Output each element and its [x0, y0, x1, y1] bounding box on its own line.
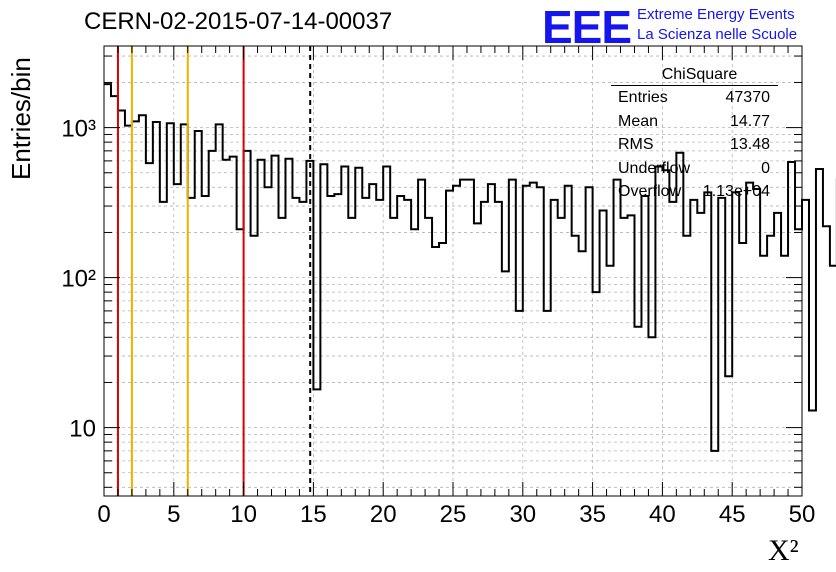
y-tick-label: 10²: [61, 266, 96, 293]
stats-divider: [611, 85, 778, 86]
logo-line-2: La Scienza nelle Scuole: [637, 26, 798, 43]
x-tick-label: 25: [440, 501, 467, 528]
logo-line-1: Extreme Energy Events: [637, 6, 795, 23]
x-axis-label: X²: [768, 534, 799, 567]
x-tick-label: 40: [649, 501, 676, 528]
stats-label: Overflow: [618, 183, 682, 200]
histogram-series: [104, 83, 836, 452]
stats-value: 47370: [725, 89, 771, 106]
y-axis-label: Entries/bin: [6, 57, 36, 180]
stats-row-mean: Mean 14.77: [611, 110, 778, 134]
x-tick-label: 15: [300, 501, 327, 528]
stats-value: 14.77: [729, 112, 770, 130]
stats-label: Mean: [618, 112, 659, 130]
eee-logo: EEE: [542, 1, 632, 53]
x-tick-label: 35: [579, 501, 606, 528]
x-tick-label: 5: [167, 501, 180, 528]
stats-box: ChiSquare Entries 47370 Mean 14.77 RMS 13.4…: [611, 66, 778, 204]
stats-row-entries: Entries 47370: [611, 86, 778, 110]
stats-title: ChiSquare: [661, 66, 738, 83]
y-tick-label: 10: [69, 416, 96, 443]
stats-row-overflow: Overflow 1.13e+04: [611, 180, 778, 204]
x-tick-label: 45: [719, 501, 746, 528]
stats-value: 1.13e+04: [702, 183, 770, 200]
chart-title: CERN-02-2015-07-14-00037: [84, 8, 393, 35]
x-tick-label: 20: [370, 501, 397, 528]
stats-row-rms: RMS 13.48: [611, 133, 778, 157]
stats-value: 13.48: [729, 136, 770, 153]
stats-row-underflow: Underflow 0: [611, 157, 778, 181]
x-tick-label: 30: [509, 501, 536, 528]
stats-label: Underflow: [618, 159, 691, 177]
stats-label: RMS: [618, 136, 654, 153]
x-tick-label: 10: [230, 501, 257, 528]
stats-value: 0: [761, 159, 770, 177]
x-tick-label: 50: [789, 501, 816, 528]
y-tick-label: 10³: [61, 116, 96, 143]
x-tick-label: 0: [97, 501, 110, 528]
stats-label: Entries: [618, 89, 668, 106]
